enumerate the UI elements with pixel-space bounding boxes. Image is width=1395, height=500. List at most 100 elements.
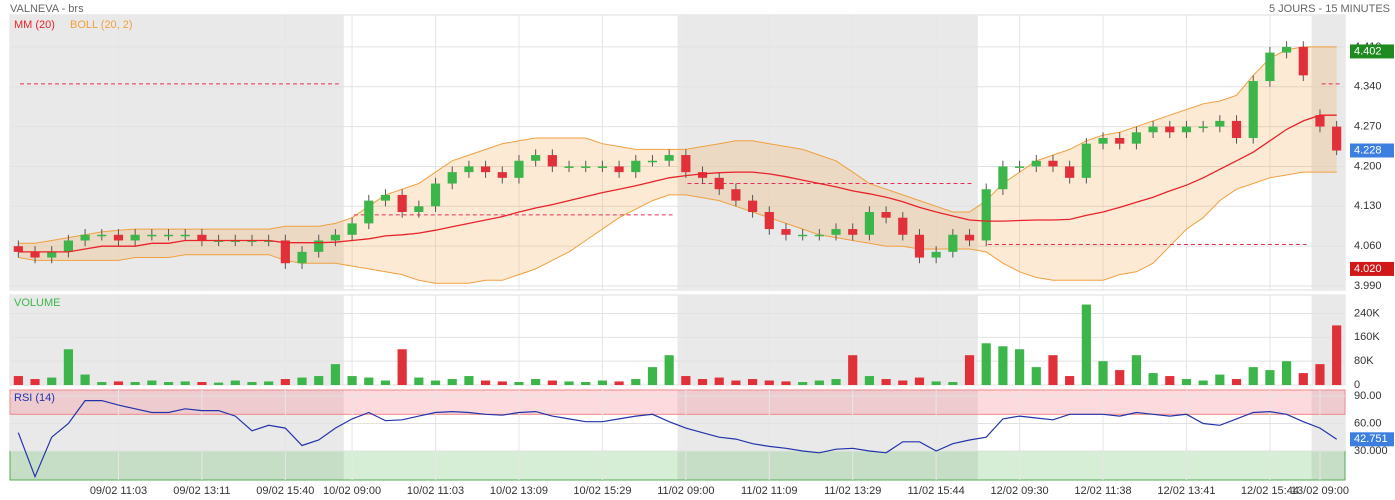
candle-body bbox=[597, 166, 607, 168]
volume-bar bbox=[714, 377, 724, 385]
y-tick-label: 240K bbox=[1354, 307, 1380, 319]
candle-body bbox=[1215, 120, 1225, 127]
candle-body bbox=[247, 240, 257, 242]
volume-bar bbox=[764, 380, 774, 385]
volume-bar bbox=[948, 382, 958, 385]
y-tick-label: 0 bbox=[1354, 379, 1360, 391]
volume-bar bbox=[330, 364, 340, 385]
candle-body bbox=[113, 234, 124, 241]
candle-body bbox=[1131, 132, 1141, 144]
candle-body bbox=[97, 234, 107, 237]
volume-bar bbox=[47, 377, 57, 385]
volume-bar bbox=[80, 374, 90, 385]
candle-body bbox=[814, 234, 824, 237]
candle-body bbox=[831, 229, 841, 235]
candle-body bbox=[1332, 126, 1342, 151]
candle-body bbox=[514, 160, 524, 178]
chart-subtitle: 5 JOURS - 15 MINUTES bbox=[1269, 3, 1390, 15]
candle-body bbox=[1181, 126, 1192, 133]
y-tick-label: 4.200 bbox=[1354, 160, 1382, 172]
x-tick-label: 11/02 15:44 bbox=[908, 485, 965, 497]
volume-bar bbox=[1098, 361, 1108, 385]
volume-bar bbox=[531, 379, 541, 385]
session-shade bbox=[10, 390, 344, 480]
candle-body bbox=[1115, 137, 1125, 144]
volume-bar bbox=[297, 377, 307, 385]
volume-bar bbox=[697, 379, 708, 385]
candle-body bbox=[497, 172, 507, 178]
price-marker-box bbox=[1350, 143, 1394, 158]
volume-bar bbox=[314, 376, 324, 385]
y-tick-label: 4.130 bbox=[1354, 200, 1382, 212]
volume-bar bbox=[798, 382, 808, 385]
candle-body bbox=[948, 234, 958, 252]
volume-bar bbox=[664, 355, 674, 385]
candle-body bbox=[998, 166, 1008, 190]
price-marker-box bbox=[1350, 261, 1394, 276]
volume-bar bbox=[1165, 376, 1175, 385]
volume-bar bbox=[130, 382, 140, 385]
candle-body bbox=[1298, 46, 1308, 76]
volume-bar bbox=[464, 376, 474, 385]
x-tick-label: 11/02 09:00 bbox=[657, 485, 714, 497]
candle-body bbox=[1165, 126, 1175, 133]
volume-bar bbox=[113, 381, 124, 385]
x-tick-label: 09/02 11:03 bbox=[90, 485, 147, 497]
volume-bar bbox=[1015, 349, 1025, 385]
x-tick-label: 10/02 09:00 bbox=[323, 485, 381, 497]
y-tick-label: 4.270 bbox=[1354, 121, 1382, 133]
boll-legend: BOLL (20, 2) bbox=[70, 19, 133, 31]
candle-body bbox=[1198, 126, 1208, 129]
bollinger-lower bbox=[18, 171, 1337, 284]
candle-body bbox=[347, 223, 357, 235]
volume-legend: VOLUME bbox=[14, 297, 60, 309]
volume-bar bbox=[564, 381, 574, 385]
candle-body bbox=[547, 155, 557, 167]
candle-body bbox=[531, 155, 541, 161]
volume-bar bbox=[931, 381, 941, 385]
x-tick-label: 11/02 11:09 bbox=[741, 485, 797, 497]
session-shade bbox=[1311, 390, 1345, 480]
candle-body bbox=[964, 234, 975, 241]
volume-bar bbox=[280, 379, 290, 385]
volume-bar bbox=[1248, 367, 1258, 385]
candle-body bbox=[80, 234, 90, 241]
session-shade bbox=[1311, 15, 1345, 290]
candle-body bbox=[664, 155, 674, 161]
x-tick-label: 12/02 15:44 bbox=[1241, 485, 1299, 497]
volume-bar bbox=[614, 381, 624, 385]
candle-body bbox=[781, 229, 791, 235]
candle-body bbox=[147, 234, 157, 237]
session-shade bbox=[677, 390, 978, 480]
x-tick-label: 09/02 13:11 bbox=[173, 485, 230, 497]
candle-body bbox=[1265, 52, 1275, 82]
volume-bar bbox=[397, 349, 407, 385]
candle-body bbox=[1031, 160, 1041, 167]
volume-bar bbox=[631, 379, 641, 385]
volume-bar bbox=[814, 380, 824, 385]
candle-body bbox=[230, 240, 240, 242]
mm-line bbox=[18, 114, 1337, 253]
volume-bar bbox=[1181, 379, 1192, 385]
volume-bar bbox=[13, 376, 23, 385]
candle-body bbox=[848, 229, 858, 235]
x-tick-label: 10/02 13:09 bbox=[490, 485, 548, 497]
candle-body bbox=[197, 234, 207, 241]
volume-bar bbox=[1265, 370, 1275, 385]
volume-bar bbox=[881, 379, 891, 385]
volume-bar bbox=[197, 382, 207, 385]
candle-body bbox=[13, 246, 23, 252]
volume-bar bbox=[914, 377, 925, 385]
x-tick-label: 13/02 09:00 bbox=[1291, 485, 1349, 497]
candle-body bbox=[647, 160, 658, 163]
volume-bar bbox=[30, 379, 40, 385]
volume-bar bbox=[1048, 355, 1058, 385]
volume-bar bbox=[781, 381, 791, 385]
candle-body bbox=[714, 177, 724, 190]
x-tick-label: 12/02 09:30 bbox=[991, 485, 1049, 497]
candle-body bbox=[981, 189, 991, 241]
rsi-line bbox=[17, 400, 1338, 479]
volume-bar bbox=[1115, 370, 1125, 385]
volume-bar bbox=[163, 382, 174, 385]
volume-bar bbox=[497, 381, 507, 385]
